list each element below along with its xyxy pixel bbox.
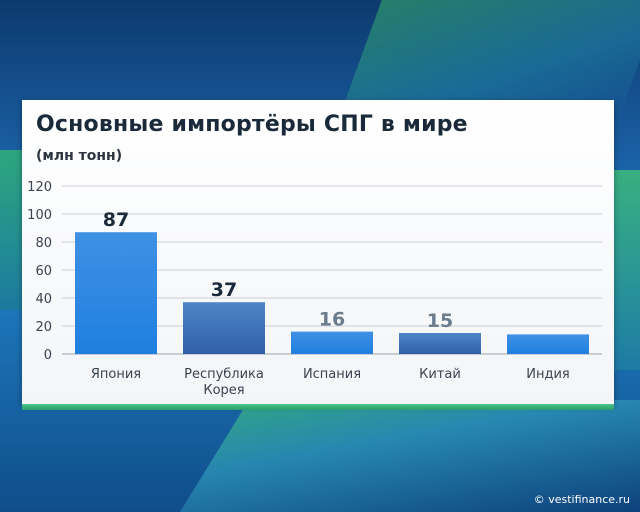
bar-value-label: 15 (427, 310, 453, 332)
y-tick-label: 100 (27, 208, 52, 223)
bar (507, 334, 589, 354)
bar (291, 331, 373, 354)
chart-unit-label: (млн тонн) (36, 148, 123, 164)
y-tick-label: 60 (35, 264, 52, 279)
y-tick-label: 20 (35, 320, 52, 335)
card-accent-strip (22, 404, 614, 410)
chart-title: Основные импортёры СПГ в мире (36, 112, 468, 137)
bar-value-label: 87 (103, 209, 129, 231)
bar (399, 333, 481, 354)
bar-value-label: 16 (319, 309, 345, 331)
background-shape (180, 400, 640, 512)
x-category-label: Республика Корея (184, 367, 264, 398)
watermark: © vestifinance.ru (533, 493, 630, 506)
x-category-label: Китай (419, 367, 461, 382)
bar (75, 232, 157, 354)
y-tick-label: 80 (35, 236, 52, 251)
chart-card: Основные импортёры СПГ в мире (млн тонн)… (22, 100, 614, 404)
x-category-label: Япония (91, 367, 141, 382)
bar-value-label: 37 (211, 279, 237, 301)
y-tick-label: 40 (35, 292, 52, 307)
y-tick-label: 120 (27, 180, 52, 195)
y-tick-label: 0 (44, 348, 52, 363)
bar (183, 302, 265, 354)
x-category-label: Испания (303, 367, 361, 382)
bar-chart: 0 20 40 60 80 100 120 87 Япония 37 Республика Корея… (27, 180, 602, 398)
x-category-label: Индия (526, 367, 569, 382)
